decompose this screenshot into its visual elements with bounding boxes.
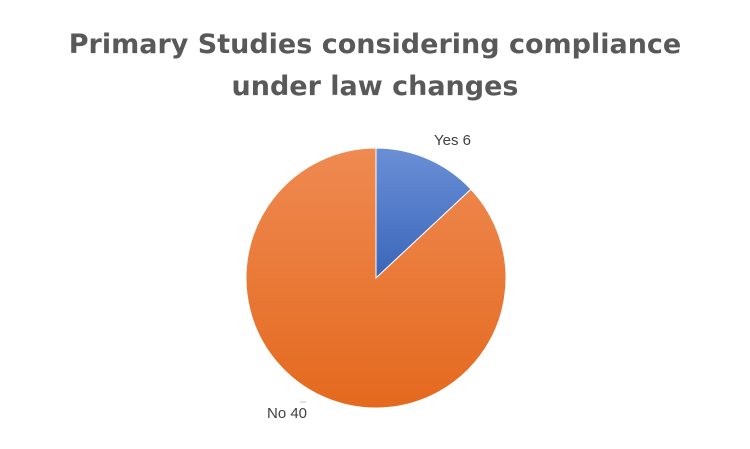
chart-title: Primary Studies considering compliance u… (0, 24, 750, 108)
pie-labels: Yes 6 No 40 (267, 132, 471, 422)
pie-slice-yes (375, 147, 472, 280)
data-label-yes: Yes 6 (434, 132, 471, 149)
pie-slice-no (245, 147, 507, 409)
pie-slices (245, 147, 507, 409)
chart-title-line-1: Primary Studies considering compliance (68, 29, 682, 60)
chart-title-line-2: under law changes (231, 71, 519, 102)
data-label-no: No 40 (267, 405, 307, 422)
